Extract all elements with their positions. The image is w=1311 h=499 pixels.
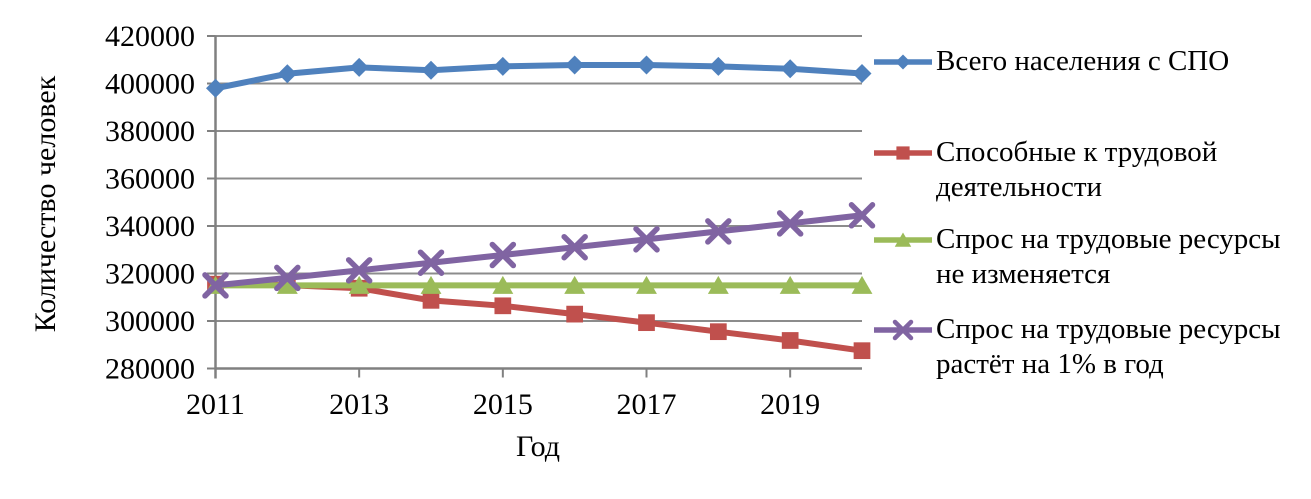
marker-diamond <box>637 55 656 75</box>
marker-diamond <box>277 64 297 84</box>
marker-triangle <box>636 275 657 294</box>
legend-label-line: не изменяется <box>936 258 1111 290</box>
marker-square <box>494 297 512 315</box>
legend-label-line: Спрос на трудовые ресурсы <box>936 223 1281 255</box>
series-line-3 <box>212 212 865 289</box>
marker-diamond <box>349 57 369 77</box>
legend-item-3: Спрос на трудовые ресурсы растёт на 1% в … <box>874 312 1281 382</box>
marker-triangle <box>707 275 729 294</box>
marker-x <box>848 202 876 229</box>
x-tick-label: 2013 <box>329 388 389 421</box>
marker-diamond <box>852 64 872 84</box>
y-tick-label: 380000 <box>105 115 195 148</box>
legend-marker-x <box>874 319 932 341</box>
legend-label: Спрос на трудовые ресурсы растёт на 1% в … <box>936 312 1281 382</box>
marker-diamond <box>565 55 585 75</box>
plot-area: 280000 300000 320000 340000 360000 380000 4000… <box>105 20 876 421</box>
marker-diamond <box>206 78 225 98</box>
x-tick-label: 2017 <box>617 388 677 421</box>
legend-label-line: растёт на 1% в год <box>936 348 1164 380</box>
x-axis-title: Год <box>515 430 561 463</box>
marker-triangle <box>851 275 873 294</box>
x-tick-label: 2015 <box>473 388 533 421</box>
y-tick-label: 400000 <box>105 68 195 101</box>
marker-diamond <box>493 56 513 76</box>
y-tick-label: 280000 <box>105 353 195 386</box>
legend-label-line: Способные к трудовой <box>936 136 1218 168</box>
legend-marker-square <box>874 146 932 160</box>
series-line-0 <box>212 61 865 92</box>
legend-label: Всего населения с СПО <box>936 44 1229 79</box>
legend-marker-triangle <box>874 232 932 247</box>
marker-square <box>638 314 655 332</box>
marker-triangle <box>420 275 442 294</box>
marker-x <box>705 218 732 245</box>
marker-x <box>776 210 804 237</box>
y-tick-label: 320000 <box>105 258 195 291</box>
marker-x <box>633 226 660 253</box>
marker-square <box>896 146 910 160</box>
marker-square <box>709 323 727 341</box>
legend-label-line: деятельности <box>936 171 1103 203</box>
marker-diamond <box>708 56 728 76</box>
marker-triangle <box>276 275 298 294</box>
marker-square <box>422 291 440 309</box>
marker-x <box>489 241 517 269</box>
y-tick-label: 300000 <box>105 305 195 338</box>
marker-diamond <box>780 59 800 79</box>
legend-label: Способные к трудовой деятельности <box>936 135 1217 205</box>
x-tick-label: 2011 <box>186 388 245 421</box>
legend-label-line: Спрос на трудовые ресурсы <box>936 313 1281 345</box>
legend-label: Спрос на трудовые ресурсы не изменяется <box>936 222 1281 292</box>
marker-x <box>417 249 445 276</box>
marker-triangle <box>492 275 514 294</box>
y-tick-label: 360000 <box>105 163 195 196</box>
legend-item-1: Способные к трудовой деятельности <box>874 135 1217 205</box>
marker-x <box>345 257 373 284</box>
marker-triangle <box>564 275 586 294</box>
marker-x <box>274 264 301 292</box>
marker-triangle <box>348 275 370 294</box>
series-line-1 <box>212 281 865 354</box>
marker-square <box>781 332 799 349</box>
marker-square <box>853 342 871 360</box>
marker-x <box>202 272 229 299</box>
marker-diamond <box>421 60 441 80</box>
marker-x <box>892 319 914 341</box>
legend-item-2: Спрос на трудовые ресурсы не изменяется <box>874 222 1281 292</box>
marker-triangle <box>779 275 801 294</box>
marker-diamond <box>895 54 911 70</box>
marker-triangle <box>894 232 912 247</box>
legend-marker-diamond <box>874 54 932 70</box>
x-tick-label: 2019 <box>760 388 820 421</box>
y-tick-label: 420000 <box>105 20 195 53</box>
y-tick-label: 340000 <box>105 210 195 243</box>
marker-x <box>561 233 588 261</box>
legend-label-line: Всего населения с СПО <box>936 45 1230 77</box>
legend-item-0: Всего населения с СПО <box>874 44 1229 79</box>
marker-square <box>566 305 584 323</box>
